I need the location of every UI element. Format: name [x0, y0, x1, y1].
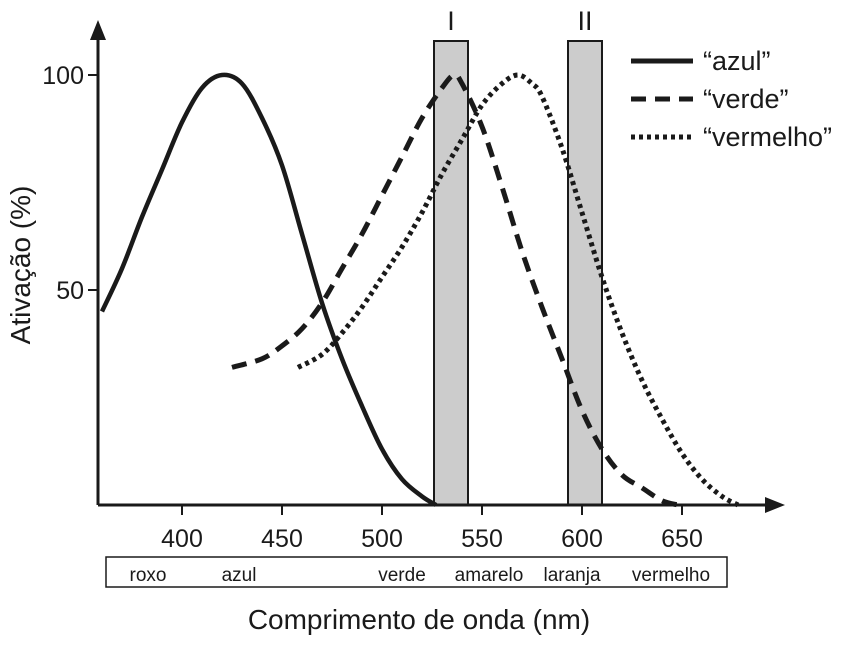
y-axis-arrowhead — [90, 20, 106, 40]
x-tick-label: 450 — [261, 525, 303, 553]
legend: “azul” “verde” “vermelho” — [631, 46, 832, 152]
x-ticks: 400 450 500 550 600 650 — [161, 505, 703, 553]
x-tick-label: 550 — [461, 525, 503, 553]
color-scale-label: vermelho — [632, 565, 710, 586]
x-tick-label: 500 — [361, 525, 403, 553]
band-2 — [567, 40, 603, 506]
color-scale-label: amarelo — [455, 565, 524, 586]
band-label-1: I — [447, 6, 455, 36]
color-scale-box — [105, 556, 728, 588]
y-tick-label: 100 — [42, 62, 84, 90]
legend-label-3: “vermelho” — [703, 122, 832, 152]
legend-label-1: “azul” — [703, 46, 771, 76]
series-lines — [99, 72, 740, 508]
highlight-bands: I II — [433, 6, 603, 506]
color-scale-label: laranja — [543, 565, 600, 586]
x-tick-label: 400 — [161, 525, 203, 553]
color-name-scale: roxo azul verde amarelo laranja vermelho — [105, 556, 728, 588]
band-1 — [433, 40, 469, 506]
y-tick-label: 50 — [56, 277, 84, 305]
color-scale-label: roxo — [130, 565, 167, 586]
x-axis-title: Comprimento de onda (nm) — [248, 604, 590, 635]
series-line-1 — [99, 72, 438, 507]
legend-label-2: “verde” — [703, 84, 789, 114]
color-scale-label: verde — [378, 565, 426, 586]
series-line-3 — [296, 72, 740, 508]
y-axis-title: Ativação (%) — [5, 186, 36, 345]
x-tick-label: 650 — [661, 525, 703, 553]
y-ticks: 50 100 — [42, 62, 98, 305]
x-axis-arrowhead — [765, 497, 785, 513]
band-label-2: II — [577, 6, 592, 36]
color-scale-label: azul — [222, 565, 257, 586]
x-tick-label: 600 — [561, 525, 603, 553]
